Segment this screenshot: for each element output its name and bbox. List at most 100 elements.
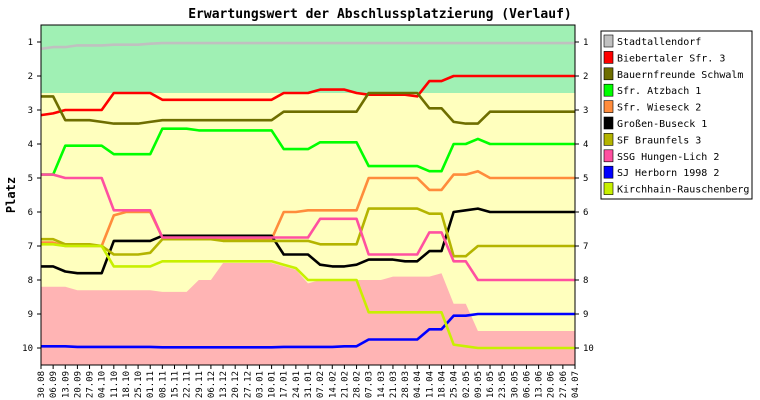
series-line-7 (41, 173, 575, 282)
x-tick-label: 10.01 (268, 371, 278, 398)
x-tick-label: 25.10 (134, 371, 144, 398)
series-line-5 (41, 207, 575, 275)
x-tick-label: 01.11 (146, 371, 156, 398)
y-tick-label-right: 4 (583, 140, 588, 150)
y-tick-label-right: 8 (583, 276, 588, 286)
y-tick-label-right: 7 (583, 242, 588, 252)
legend-label-4: Sfr. Wieseck 2 (617, 103, 701, 114)
legend-label-9: Kirchhain-Rauschenberg (617, 185, 749, 196)
y-tick-label-left: 7 (28, 242, 33, 252)
series-line-8 (41, 312, 575, 349)
y-tick-label-right: 3 (583, 106, 588, 116)
series-line-9 (41, 243, 575, 350)
x-tick-label: 07.03 (365, 371, 375, 398)
series-line-4 (41, 169, 575, 248)
legend-label-3: Sfr. Atzbach 1 (617, 86, 701, 97)
x-tick-label: 22.11 (183, 371, 193, 398)
plot-series (40, 41, 575, 350)
x-tick-label: 18.10 (122, 371, 132, 398)
x-tick-label: 06.06 (522, 371, 532, 398)
x-tick-label: 23.05 (498, 371, 508, 398)
x-tick-label: 14.03 (377, 371, 387, 398)
x-tick-label: 20.06 (547, 371, 557, 398)
x-tick-label: 31.01 (304, 371, 314, 398)
x-tick-label: 29.11 (195, 371, 205, 398)
chart-title: Erwartungswert der Abschlussplatzierung … (188, 7, 572, 22)
x-tick-label: 13.12 (219, 371, 229, 398)
x-tick-label: 17.01 (280, 371, 290, 398)
y-tick-label-right: 9 (583, 310, 588, 320)
x-tick-label: 06.09 (49, 371, 59, 398)
plot-background (41, 25, 575, 365)
legend-label-8: SJ Herborn 1998 2 (617, 168, 719, 179)
x-tick-label: 30.05 (510, 371, 520, 398)
x-tick-label: 30.08 (37, 371, 47, 398)
y-axis-label: Platz (4, 177, 18, 213)
legend-swatch-4 (603, 100, 614, 113)
x-tick-label: 27.12 (243, 371, 253, 398)
x-tick-label: 04.07 (571, 371, 581, 398)
x-tick-label: 15.11 (171, 371, 181, 398)
series-line-1 (40, 74, 575, 117)
legend-swatch-8 (603, 165, 614, 179)
legend: Stadtallendorf Biebertaler Sfr. 3 Bauernfr… (600, 30, 753, 200)
x-tick-label: 11.04 (425, 371, 435, 398)
x-tick-label: 27.09 (86, 371, 96, 398)
y-tick-label-left: 8 (28, 276, 33, 286)
relegation-area (41, 263, 575, 365)
x-tick-label: 02.05 (462, 371, 472, 398)
x-tick-label: 04.10 (98, 371, 108, 398)
x-tick-label: 13.09 (61, 371, 71, 398)
y-tick-label-right: 10 (583, 344, 594, 354)
x-tick-label: 03.01 (255, 371, 265, 398)
legend-swatch-6 (603, 133, 614, 146)
x-tick-label: 20.09 (73, 371, 83, 398)
series-line-0 (40, 41, 575, 51)
x-tick-label: 20.12 (231, 371, 241, 398)
series-line-2 (41, 91, 575, 125)
legend-box (600, 30, 753, 200)
x-tick-label: 06.12 (207, 371, 217, 398)
x-tick-label: 14.02 (328, 371, 338, 398)
legend-label-6: SF Braunfels 3 (617, 135, 701, 146)
y-tick-label-left: 9 (28, 310, 33, 320)
y-tick-label-right: 1 (583, 38, 588, 48)
x-tick-label: 28.02 (353, 371, 363, 398)
x-tick-label: 08.11 (158, 371, 168, 398)
legend-swatch-7 (603, 149, 614, 163)
y-tick-label-left: 1 (28, 38, 33, 48)
x-tick-label: 28.03 (401, 371, 411, 398)
x-tick-label: 04.04 (413, 371, 423, 398)
y-tick-label-right: 2 (583, 72, 588, 82)
x-tick-label: 09.05 (474, 371, 484, 398)
x-tick-label: 21.03 (389, 371, 399, 398)
legend-swatch-2 (603, 67, 614, 81)
y-tick-label-right: 6 (583, 208, 588, 218)
x-tick-label: 13.06 (535, 371, 545, 398)
x-tick-label: 24.01 (292, 371, 302, 398)
series-line-3 (41, 127, 575, 176)
y-tick-label-left: 2 (28, 72, 33, 82)
series-line-6 (41, 207, 575, 258)
x-tick-label: 11.10 (110, 371, 120, 398)
legend-swatch-5 (603, 116, 614, 130)
x-tick-label: 07.02 (316, 371, 326, 398)
legend-label-0: Stadtallendorf (617, 37, 701, 48)
y-tick-label-left: 4 (28, 140, 33, 150)
legend-swatch-3 (603, 83, 614, 97)
x-tick-label: 16.05 (486, 371, 496, 398)
x-tick-label: 27.06 (559, 371, 569, 398)
y-tick-label-left: 10 (22, 344, 33, 354)
x-tick-label: 21.02 (340, 371, 350, 398)
y-tick-label-left: 6 (28, 208, 33, 218)
y-tick-label-right: 5 (583, 174, 588, 184)
x-tick-label: 25.04 (450, 371, 460, 398)
legend-label-5: Großen-Buseck 1 (617, 119, 707, 130)
y-tick-label-left: 3 (28, 106, 33, 116)
y-tick-label-left: 5 (28, 174, 33, 184)
legend-label-7: SSG Hungen-Lich 2 (617, 152, 719, 163)
legend-swatch-9 (603, 182, 614, 195)
